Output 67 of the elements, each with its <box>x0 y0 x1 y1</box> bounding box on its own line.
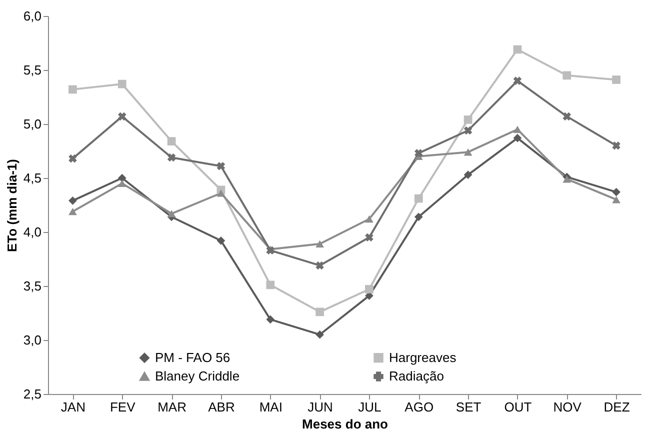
x-tick-label: JUL <box>358 400 382 414</box>
y-tick-label: 3,0 <box>23 332 42 348</box>
point <box>68 154 77 163</box>
point <box>68 196 77 205</box>
legend-label: Blaney Criddle <box>155 368 240 384</box>
point <box>68 85 77 94</box>
y-tick-label: 5,0 <box>23 116 42 132</box>
x-tick-label: JUN <box>308 400 333 414</box>
point <box>562 71 572 80</box>
x-axis-title: Meses do ano <box>302 416 388 432</box>
y-tick-label: 5,5 <box>23 62 42 78</box>
x-tick-label: MAR <box>158 400 186 414</box>
point <box>414 212 423 222</box>
point <box>216 162 226 170</box>
x-tick-label: MAI <box>259 400 282 414</box>
point <box>167 153 176 162</box>
x-tick-label: SET <box>456 400 482 414</box>
point <box>216 236 226 245</box>
point <box>316 240 324 248</box>
point <box>562 175 572 183</box>
point <box>68 208 77 216</box>
point <box>562 112 572 121</box>
point <box>464 115 472 124</box>
point <box>266 315 275 324</box>
point <box>118 180 126 188</box>
point <box>612 76 620 84</box>
point <box>513 76 522 85</box>
x-tick-label: OUT <box>504 400 532 414</box>
point <box>612 188 620 196</box>
point <box>365 233 374 242</box>
x-tick-label: AGO <box>404 400 434 414</box>
point <box>167 137 176 146</box>
point <box>118 112 126 121</box>
y-tick-label: 2,5 <box>23 386 42 402</box>
point <box>266 280 275 290</box>
point <box>513 134 522 142</box>
point <box>316 308 324 316</box>
point <box>513 45 522 54</box>
point <box>513 126 522 134</box>
x-tick-label: FEV <box>110 400 136 414</box>
x-tick-label: ABR <box>208 400 235 414</box>
legend-label: Radiação <box>389 368 444 384</box>
point <box>612 196 620 204</box>
y-tick-label: 4,5 <box>23 170 42 186</box>
point <box>167 210 176 218</box>
point <box>216 189 226 197</box>
y-tick-label: 6,0 <box>23 8 42 24</box>
legend-label: Hargreaves <box>389 350 457 365</box>
point <box>365 215 374 223</box>
point <box>464 170 472 179</box>
x-tick-label: JAN <box>60 400 86 414</box>
legend-label: PM - FAO 56 <box>155 350 230 365</box>
point <box>316 330 324 339</box>
point <box>118 174 126 182</box>
x-tick-label: NOV <box>553 400 582 414</box>
point <box>414 149 423 158</box>
point <box>414 194 423 203</box>
y-axis-title: ETo (mm dia-1) <box>4 159 20 252</box>
y-tick-label: 4,0 <box>23 224 42 240</box>
y-tick-label: 3,5 <box>23 278 42 294</box>
point <box>118 80 126 88</box>
x-tick-label: DEZ <box>604 400 630 414</box>
point <box>612 141 620 150</box>
point <box>464 148 472 156</box>
point <box>365 285 374 294</box>
point <box>316 261 324 270</box>
point <box>464 126 472 135</box>
